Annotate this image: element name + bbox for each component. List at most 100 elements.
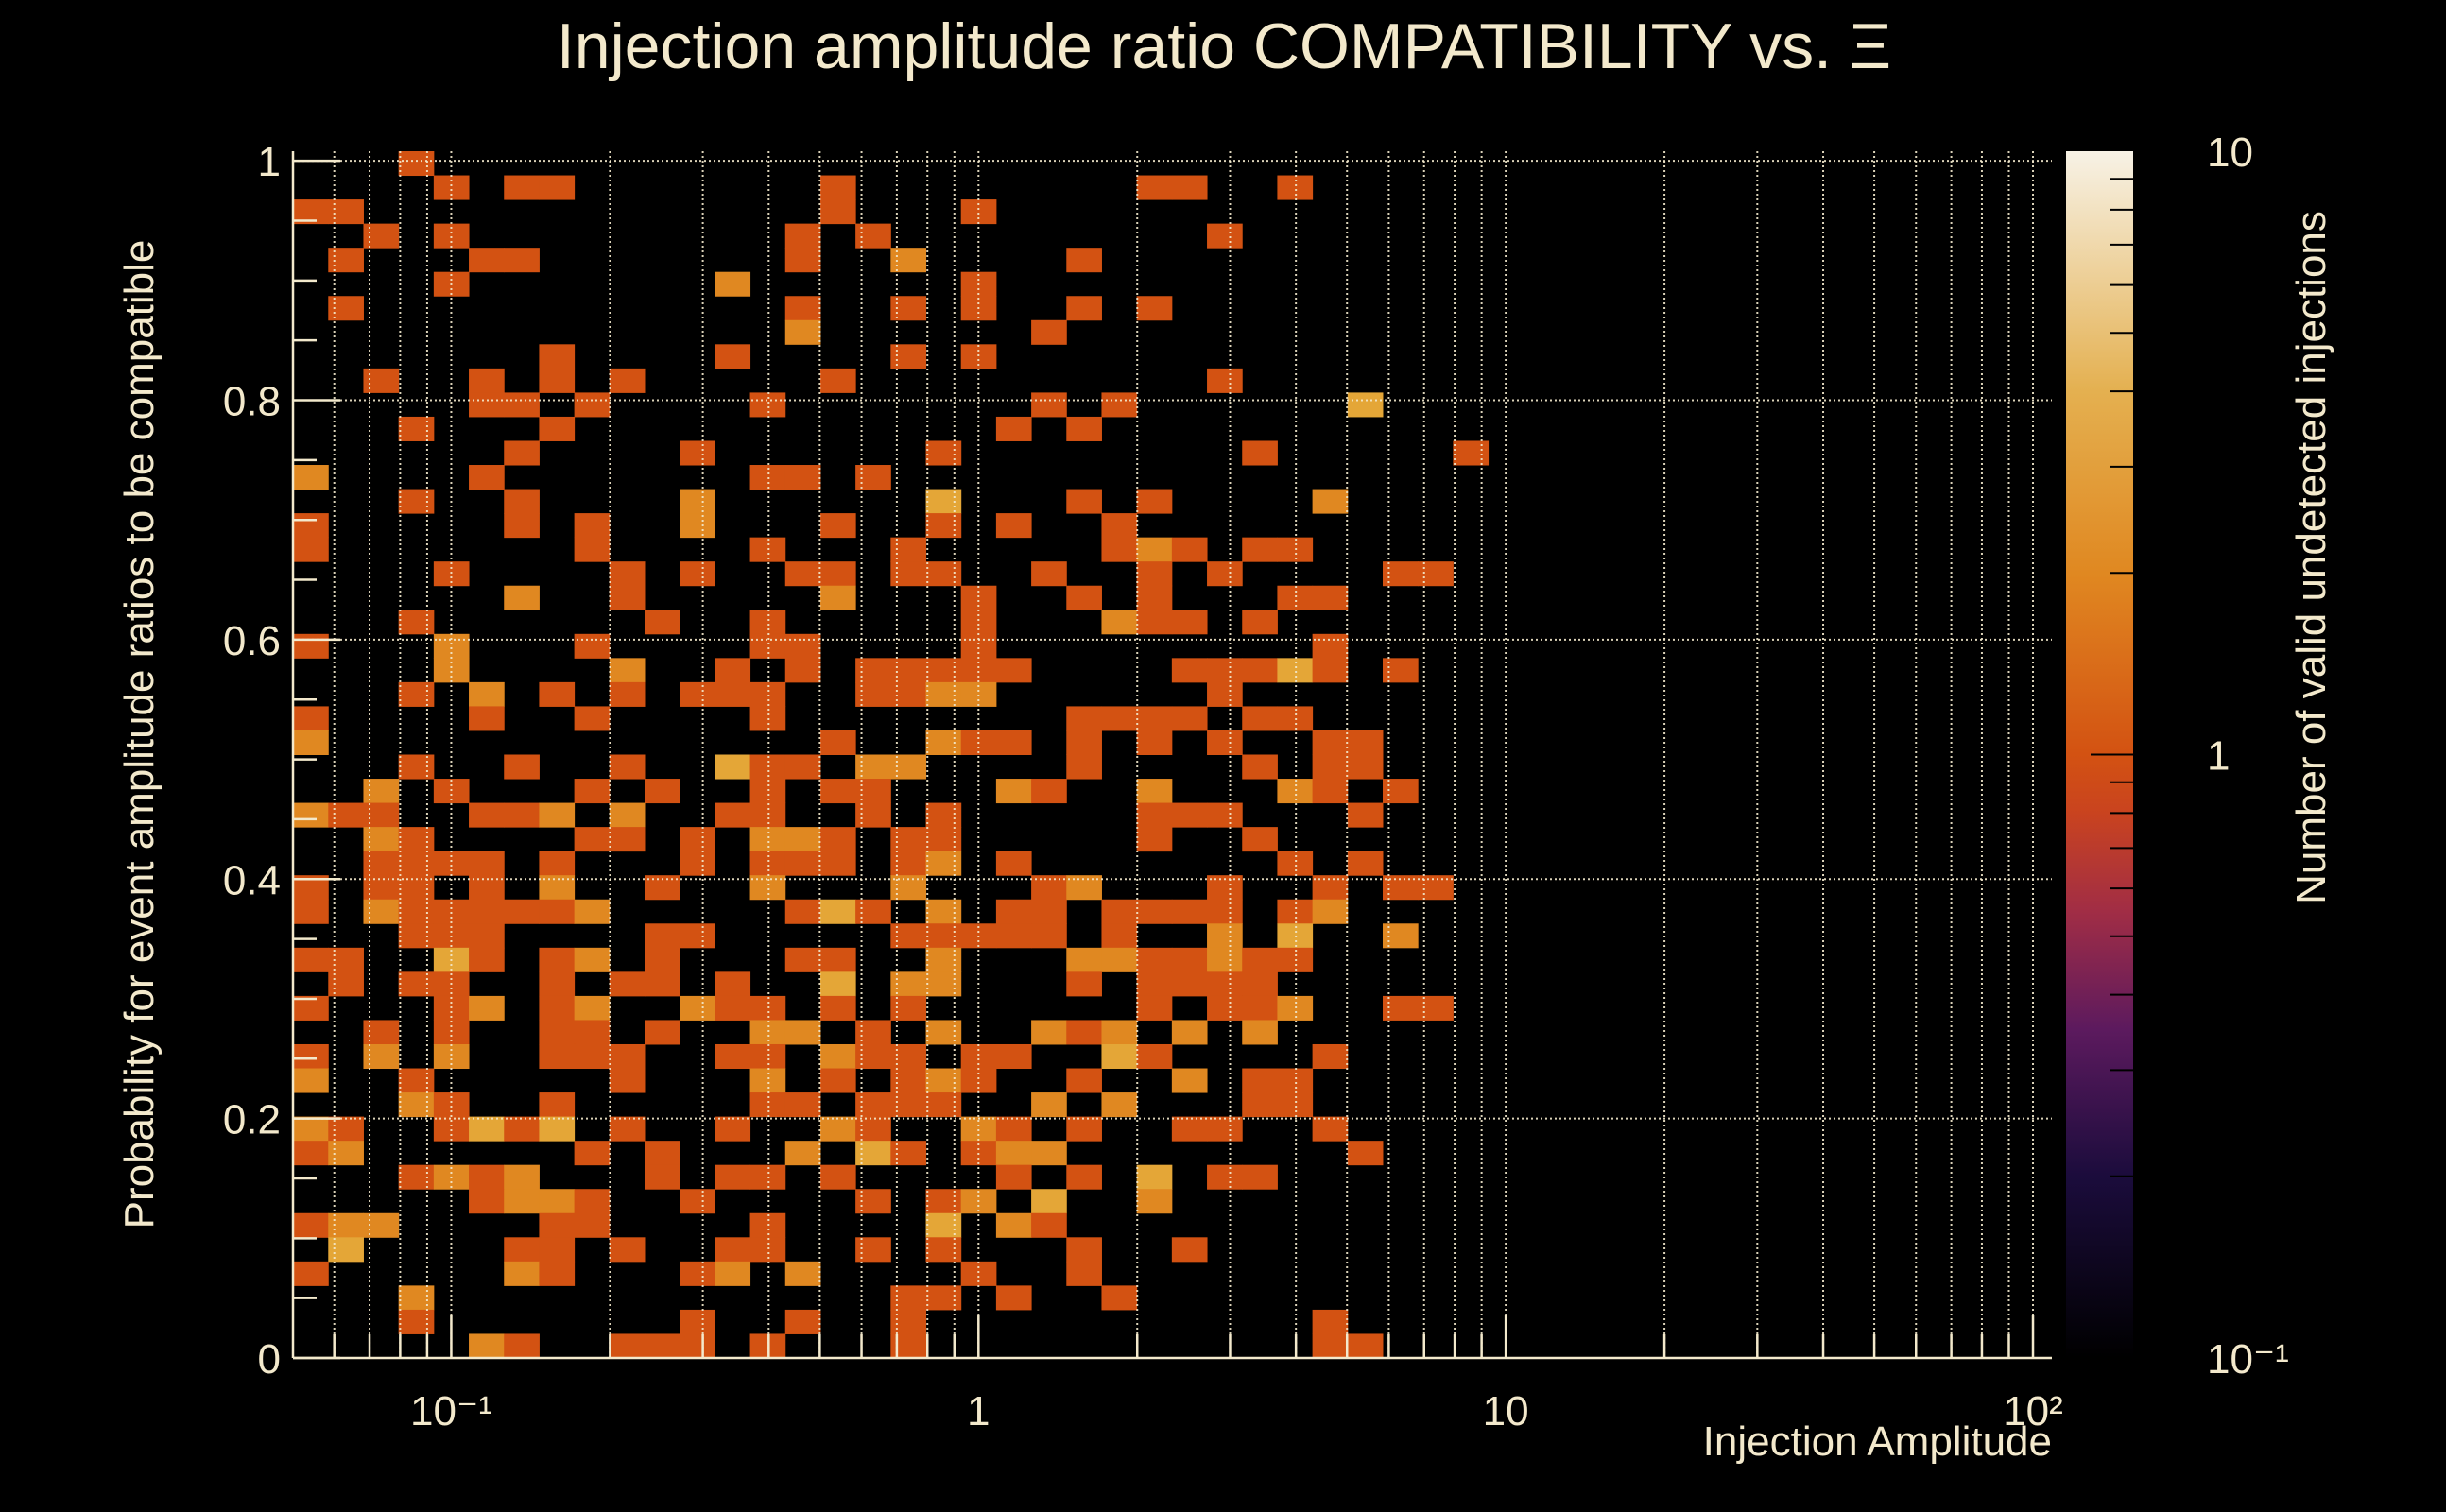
heatmap-cell (539, 899, 576, 924)
heatmap-cell (1101, 610, 1138, 635)
y-axis-title: Probability for event amplitude ratios t… (116, 240, 163, 1229)
heatmap-cell (609, 368, 646, 393)
heatmap-cell (1136, 296, 1173, 321)
heatmap-cell (925, 850, 962, 876)
heatmap-cell (995, 1141, 1032, 1166)
heatmap-cell (1347, 1333, 1384, 1359)
heatmap-cell (925, 1285, 962, 1311)
heatmap-cell (1312, 1116, 1349, 1142)
heatmap-cell (398, 1309, 435, 1334)
heatmap-cell (784, 850, 821, 876)
tick-labels: 10⁻¹ 1 10 10² 0 0.2 0.4 0.6 0.8 1 (223, 139, 2063, 1435)
heatmap-cell (819, 175, 856, 200)
heatmap-cell (1031, 392, 1067, 418)
heatmap-cell (1031, 1141, 1067, 1166)
heatmap-cell (504, 392, 540, 418)
heatmap-cell (819, 1068, 856, 1093)
heatmap-cell (433, 850, 470, 876)
heatmap-cell (504, 489, 540, 514)
heatmap-cell (398, 610, 435, 635)
heatmap-cell (609, 1043, 646, 1070)
heatmap-cell (1242, 1092, 1278, 1118)
heatmap-cell (1066, 416, 1102, 441)
heatmap-cell (1207, 947, 1243, 972)
heatmap-cell (398, 416, 435, 441)
heatmap-cell (1136, 1164, 1173, 1190)
heatmap-cell (1136, 947, 1173, 972)
heatmap-cell (1312, 658, 1349, 683)
heatmap-cell (609, 971, 646, 997)
heatmap-cell (995, 779, 1032, 804)
heatmap-cell (574, 392, 611, 418)
heatmap-cell (609, 827, 646, 852)
colorbar-title: Number of valid undetected injections (2288, 211, 2334, 904)
heatmap-cell (609, 802, 646, 828)
heatmap-cell (644, 1141, 680, 1166)
heatmap-cell (504, 1164, 540, 1190)
heatmap-cell (1171, 658, 1208, 683)
heatmap-cell (1171, 1237, 1208, 1263)
heatmap-cell (398, 899, 435, 924)
heatmap-cell (504, 248, 540, 273)
heatmap-cell (609, 585, 646, 610)
heatmap-cell (925, 730, 962, 755)
heatmap-cell (1207, 223, 1243, 249)
heatmap-cell (469, 465, 505, 490)
heatmap-cell (1066, 1068, 1102, 1093)
heatmap-cell (1207, 899, 1243, 924)
heatmap-cell (1171, 537, 1208, 562)
heatmap-cell (1242, 706, 1278, 731)
axes (291, 151, 2052, 1360)
heatmap-cell (539, 802, 576, 828)
heatmap-cell (995, 513, 1032, 539)
heatmap-cell (504, 440, 540, 466)
heatmap-cell (715, 971, 751, 997)
heatmap-cell (609, 681, 646, 707)
heatmap-cell (433, 1092, 470, 1118)
heatmap-cell (609, 1068, 646, 1093)
heatmap-cell (398, 754, 435, 780)
heatmap-cell (398, 1068, 435, 1093)
heatmap-cell (293, 513, 329, 539)
heatmap-cell (749, 850, 786, 876)
heatmap-cell (1171, 610, 1208, 635)
y-tick-label: 1 (258, 139, 281, 185)
heatmap-cell (398, 151, 435, 177)
heatmap-cell (574, 1043, 611, 1070)
heatmap-cell (749, 1068, 786, 1093)
heatmap-cell (819, 899, 856, 924)
heatmap-cell (574, 1212, 611, 1238)
heatmap-cell (784, 223, 821, 249)
heatmap-cell (784, 1261, 821, 1286)
heatmap-cell (398, 1092, 435, 1118)
heatmap-cell (925, 827, 962, 852)
heatmap-cell (925, 1189, 962, 1214)
heatmap-cell (1066, 248, 1102, 273)
heatmap-cell (574, 779, 611, 804)
heatmap-cell (293, 947, 329, 972)
heatmap-cell (680, 489, 715, 514)
heatmap-cell (469, 850, 505, 876)
heatmap-cell (960, 199, 997, 225)
heatmap-cell (293, 1068, 329, 1093)
heatmap-cell (1136, 537, 1173, 562)
heatmap-cell (1171, 1116, 1208, 1142)
heatmap-cell (539, 947, 576, 972)
heatmap-cell (715, 1043, 751, 1070)
heatmap-cell (1101, 513, 1138, 539)
heatmap-cell (995, 1212, 1032, 1238)
heatmap-cell (925, 1020, 962, 1045)
heatmap-cell (1242, 827, 1278, 852)
heatmap-cells (293, 151, 1490, 1359)
heatmap-cell (644, 923, 680, 949)
heatmap-cell (819, 561, 856, 587)
heatmap-cell (784, 319, 821, 345)
heatmap-cell (609, 1333, 646, 1359)
heatmap-cell (398, 681, 435, 707)
heatmap-cell (1136, 610, 1173, 635)
heatmap-cell (504, 899, 540, 924)
heatmap-cell (1101, 1285, 1138, 1311)
heatmap-cell (469, 1333, 505, 1359)
heatmap-cell (1066, 1020, 1102, 1045)
